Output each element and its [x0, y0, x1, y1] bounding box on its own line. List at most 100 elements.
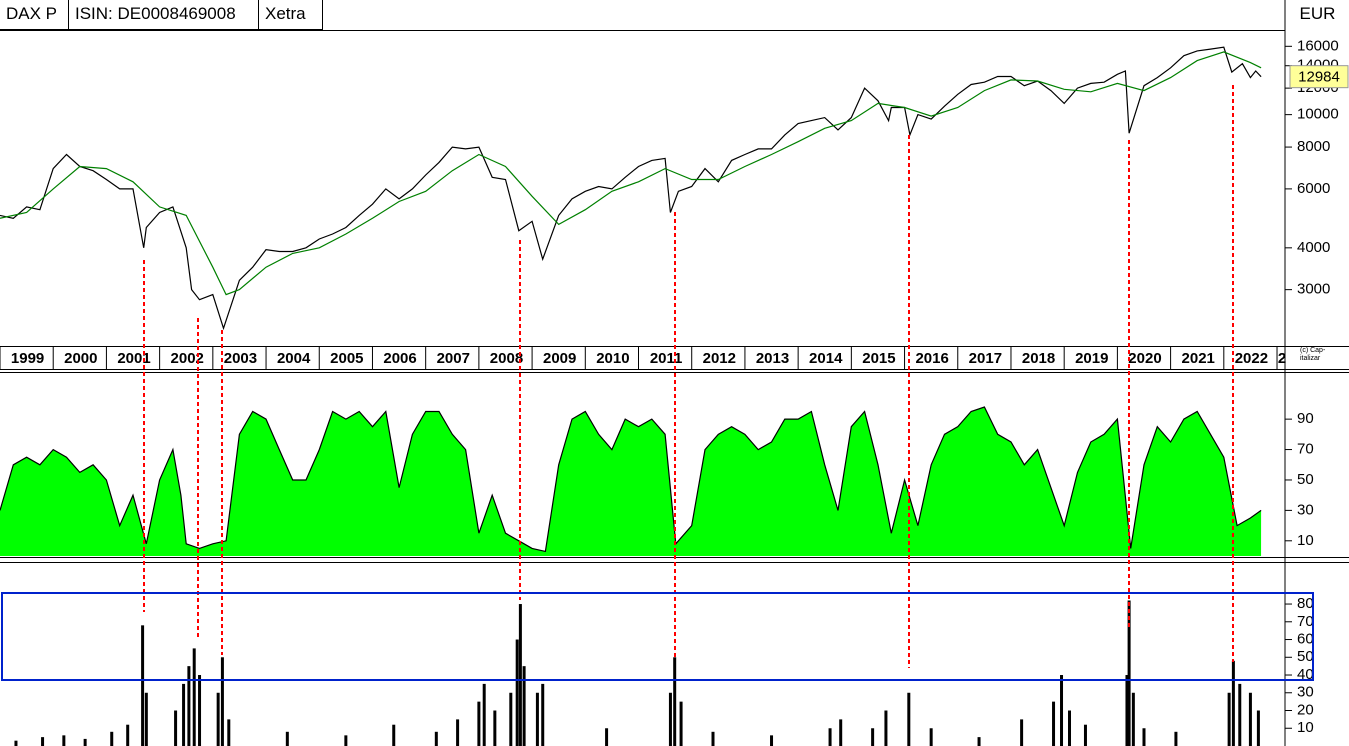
bar: [541, 683, 545, 746]
y-tick-label: 70: [1297, 613, 1314, 630]
bar: [518, 604, 522, 746]
bar: [182, 683, 186, 746]
isin: ISIN: DE0008469008: [69, 0, 259, 30]
y-tick-label: 60: [1297, 630, 1314, 647]
bar: [535, 692, 539, 746]
y-tick-label: 20: [1297, 701, 1314, 718]
bar: [192, 648, 196, 746]
y-tick-label: 30: [1297, 684, 1314, 701]
y-tick-label: 4000: [1297, 239, 1330, 256]
bar: [216, 692, 220, 746]
bar: [522, 666, 526, 746]
bar: [1125, 675, 1129, 746]
x-tick-label: 2020: [1128, 350, 1161, 367]
last-value-box: [1289, 65, 1349, 89]
exchange: Xetra: [259, 0, 323, 30]
x-tick-label: 2012: [703, 350, 736, 367]
highlight-box: [1, 592, 1314, 681]
copyright: (c) Cap-italizar: [1300, 347, 1326, 362]
x-tick-label: 2014: [809, 350, 843, 367]
currency: EUR: [1299, 4, 1336, 23]
bar: [110, 731, 114, 746]
bar: [711, 731, 715, 746]
bar: [1231, 660, 1235, 746]
bar: [1227, 692, 1231, 746]
y-tick-label: 50: [1297, 648, 1314, 665]
y-tick-label: 70: [1297, 441, 1314, 458]
bar: [1248, 692, 1252, 746]
bar: [83, 738, 87, 746]
bar: [515, 639, 519, 746]
y-tick-label: 6000: [1297, 180, 1330, 197]
bar: [839, 719, 843, 746]
x-tick-label: 2006: [383, 350, 416, 367]
bar: [392, 724, 396, 746]
bar: [907, 692, 911, 746]
bar: [227, 719, 231, 746]
bar: [668, 692, 672, 746]
y-tick-label: 10: [1297, 532, 1314, 549]
bar: [1174, 731, 1178, 746]
bar: [1083, 724, 1087, 746]
bar: [141, 625, 145, 746]
bar: [1256, 710, 1260, 746]
bar: [1142, 728, 1146, 746]
x-tick-label: 2000: [64, 350, 97, 367]
bar: [456, 719, 460, 746]
y-tick-label: 16000: [1297, 37, 1339, 54]
bar: [220, 657, 224, 746]
bar: [344, 735, 348, 746]
y-tick-label: 90: [1297, 410, 1314, 427]
y-tick-label: 80: [1297, 595, 1314, 612]
y-tick-label: 50: [1297, 471, 1314, 488]
bar: [482, 683, 486, 746]
x-tick-label: 2016: [915, 350, 948, 367]
area-line: [0, 406, 1262, 553]
x-tick-label: 2022: [1235, 350, 1268, 367]
x-tick-label: 2007: [437, 350, 470, 367]
bar: [174, 710, 178, 746]
bar: [929, 728, 933, 746]
symbol: DAX P: [0, 0, 69, 30]
x-tick-label: 2008: [490, 350, 523, 367]
x-tick-label: 2004: [277, 350, 311, 367]
bar: [41, 737, 45, 746]
bar: [884, 710, 888, 746]
price-line: [0, 51, 1262, 296]
y-tick-label: 30: [1297, 501, 1314, 518]
bar: [198, 675, 202, 746]
bar: [144, 692, 148, 746]
bar: [477, 701, 481, 746]
bar: [828, 728, 832, 746]
y-tick-label: 40: [1297, 666, 1314, 683]
x-tick-label: 2018: [1022, 350, 1055, 367]
bar: [509, 692, 513, 746]
bar: [62, 735, 66, 746]
x-tick-label: 2015: [862, 350, 895, 367]
x-tick-label: 2002: [171, 350, 204, 367]
x-tick-label: 2013: [756, 350, 789, 367]
bar: [1238, 683, 1242, 746]
bar: [14, 740, 18, 746]
bar: [1131, 692, 1135, 746]
y-tick-label: 3000: [1297, 281, 1330, 298]
bar: [126, 724, 130, 746]
bar: [1052, 701, 1056, 746]
bar: [679, 701, 683, 746]
bar: [673, 657, 677, 746]
bar: [977, 737, 981, 746]
bar: [605, 728, 609, 746]
bar: [1020, 719, 1024, 746]
x-tick-label: 2001: [117, 350, 150, 367]
x-tick-label: 2021: [1182, 350, 1215, 367]
signal-lines: [143, 85, 1234, 668]
x-tick-label: 2019: [1075, 350, 1108, 367]
last-value-label: 12984: [1298, 69, 1340, 86]
bar: [1068, 710, 1072, 746]
x-tick-label: 2011: [650, 350, 683, 367]
x-tick-label: 2005: [330, 350, 363, 367]
x-tick-label: 2017: [969, 350, 1002, 367]
bar: [187, 666, 191, 746]
